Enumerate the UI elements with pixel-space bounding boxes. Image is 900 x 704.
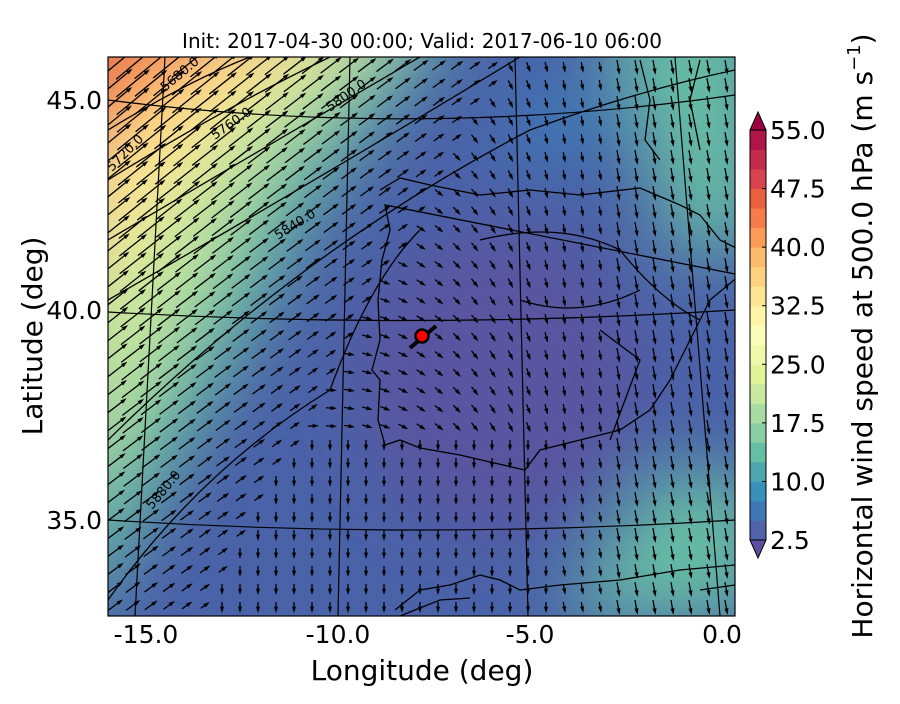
y-tick-labels: 45.0 40.0 35.0: [46, 86, 102, 535]
colorbar-band: [750, 345, 766, 365]
colorbar-band: [750, 247, 766, 267]
colorbar-band: [750, 306, 766, 326]
colorbar-band: [750, 169, 766, 189]
colorbar-tick: 40.0: [770, 233, 826, 262]
colorbar-tick: 32.5: [770, 292, 826, 321]
plot-title: Init: 2017-04-30 00:00; Valid: 2017-06-1…: [182, 29, 662, 53]
colorbar-band: [750, 462, 766, 482]
wind-vector-head: [127, 50, 133, 56]
colorbar: [750, 112, 766, 558]
colorbar-band: [750, 150, 766, 170]
x-tick-labels: -15.0 -10.0 -5.0 0.0: [114, 620, 742, 649]
colorbar-band: [750, 267, 766, 287]
colorbar-band: [750, 403, 766, 423]
location-marker: [416, 330, 429, 343]
colorbar-band: [750, 501, 766, 521]
wind-vector-head: [144, 51, 150, 57]
colorbar-tick-labels: 55.0 47.5 40.0 32.5 25.0 17.5 10.0 2.5: [770, 116, 826, 555]
colorbar-band: [750, 325, 766, 345]
map-area: 5680.0 5720.0 5760.0 5800.0 5840.0 5880.…: [60, 0, 760, 640]
colorbar-band: [750, 189, 766, 209]
colorbar-band: [750, 364, 766, 384]
colorbar-tick: 47.5: [770, 175, 826, 204]
x-tick: -5.0: [506, 620, 555, 649]
colorbar-band: [750, 208, 766, 228]
colorbar-extend-min: [750, 540, 766, 558]
colorbar-label-text: Horizontal wind speed at 500.0 hPa (m s: [846, 71, 879, 639]
colorbar-tick: 25.0: [770, 350, 826, 379]
colorbar-tick: 2.5: [770, 526, 810, 555]
wind-vector-head: [161, 51, 167, 57]
colorbar-band: [750, 130, 766, 150]
colorbar-band: [750, 442, 766, 462]
colorbar-label-sup: −1: [844, 44, 865, 71]
x-tick: 0.0: [702, 620, 742, 649]
y-axis-label: Latitude (deg): [16, 237, 49, 436]
x-tick: -10.0: [306, 620, 371, 649]
colorbar-extend-max: [750, 112, 766, 130]
y-tick: 45.0: [46, 86, 102, 115]
colorbar-band: [750, 423, 766, 443]
colorbar-label-end: ): [846, 33, 879, 44]
colorbar-band: [750, 286, 766, 306]
colorbar-label: Horizontal wind speed at 500.0 hPa (m s−…: [844, 33, 879, 638]
colorbar-band: [750, 384, 766, 404]
y-tick: 35.0: [46, 506, 102, 535]
x-axis-label: Longitude (deg): [311, 654, 534, 687]
colorbar-tick: 55.0: [770, 116, 826, 145]
colorbar-band: [750, 520, 766, 540]
colorbar-band: [750, 228, 766, 248]
colorbar-band: [750, 481, 766, 501]
y-tick: 40.0: [46, 296, 102, 325]
colorbar-tick: 10.0: [770, 467, 826, 496]
x-tick: -15.0: [114, 620, 179, 649]
colorbar-tick: 17.5: [770, 409, 826, 438]
